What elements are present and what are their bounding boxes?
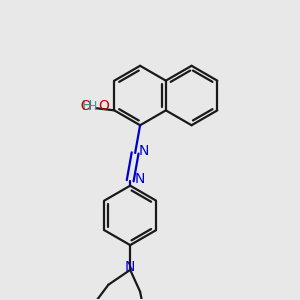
Text: N: N	[139, 144, 149, 158]
Text: H: H	[88, 100, 98, 113]
Text: O: O	[72, 99, 92, 113]
Text: N: N	[134, 172, 145, 186]
Text: O: O	[98, 99, 109, 113]
Text: H: H	[82, 99, 92, 113]
Text: N: N	[125, 260, 135, 274]
